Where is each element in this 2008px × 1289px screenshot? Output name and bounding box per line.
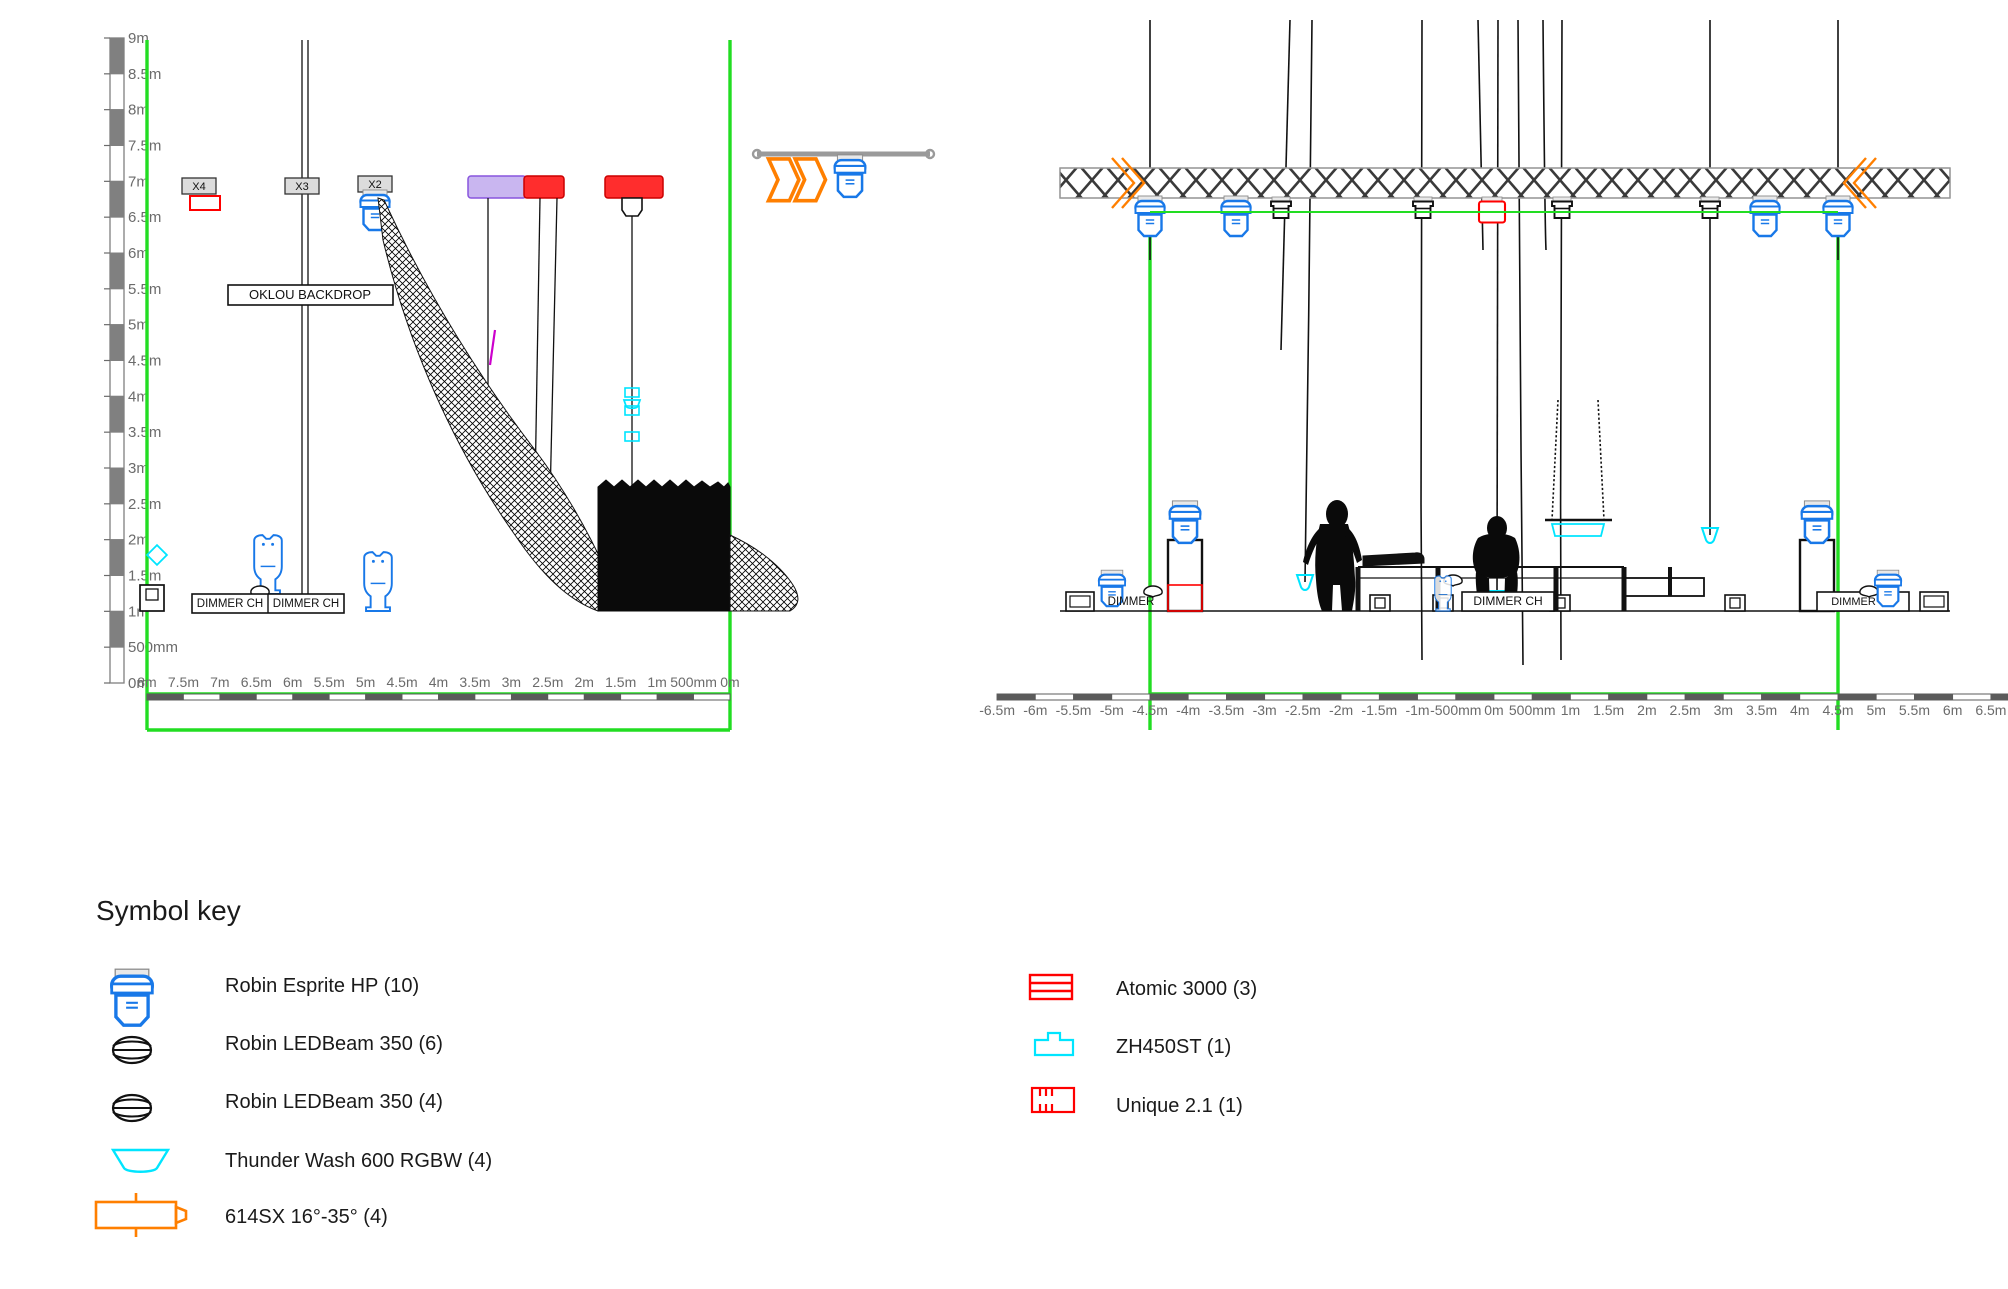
- svg-text:Robin LEDBeam 350 (4): Robin LEDBeam 350 (4): [225, 1091, 443, 1113]
- svg-text:6.5m: 6.5m: [128, 209, 161, 226]
- svg-text:500mm: 500mm: [128, 639, 178, 656]
- svg-text:OKLOU BACKDROP: OKLOU BACKDROP: [249, 287, 371, 302]
- svg-text:-2m: -2m: [1329, 702, 1353, 718]
- svg-text:500mm: 500mm: [1509, 702, 1556, 718]
- svg-text:7m: 7m: [210, 674, 229, 690]
- svg-text:Symbol key: Symbol key: [96, 895, 241, 926]
- svg-text:3.5m: 3.5m: [1746, 702, 1777, 718]
- svg-text:6m: 6m: [283, 674, 302, 690]
- svg-text:-1m: -1m: [1405, 702, 1429, 718]
- svg-text:7.5m: 7.5m: [128, 138, 161, 155]
- svg-text:Robin Esprite HP (10): Robin Esprite HP (10): [225, 975, 419, 997]
- svg-text:4.5m: 4.5m: [128, 353, 161, 370]
- svg-text:2.5m: 2.5m: [1670, 702, 1701, 718]
- svg-text:DIMMER CH: DIMMER CH: [197, 598, 263, 610]
- svg-text:7.5m: 7.5m: [168, 674, 199, 690]
- svg-text:ZH450ST (1): ZH450ST (1): [1116, 1036, 1231, 1058]
- svg-text:6m: 6m: [1943, 702, 1962, 718]
- svg-text:3m: 3m: [1714, 702, 1733, 718]
- svg-text:3.5m: 3.5m: [128, 424, 161, 441]
- svg-text:Robin LEDBeam 350 (6): Robin LEDBeam 350 (6): [225, 1033, 443, 1055]
- svg-text:X4: X4: [192, 181, 205, 193]
- svg-text:Atomic 3000 (3): Atomic 3000 (3): [1116, 978, 1257, 1000]
- svg-text:6.5m: 6.5m: [1975, 702, 2006, 718]
- svg-text:-5m: -5m: [1100, 702, 1124, 718]
- svg-text:2.5m: 2.5m: [532, 674, 563, 690]
- svg-text:614SX 16°-35° (4): 614SX 16°-35° (4): [225, 1206, 388, 1228]
- svg-text:1.5m: 1.5m: [605, 674, 636, 690]
- svg-text:Thunder Wash 600 RGBW (4): Thunder Wash 600 RGBW (4): [225, 1150, 492, 1172]
- svg-text:0m: 0m: [720, 674, 739, 690]
- svg-text:-3m: -3m: [1253, 702, 1277, 718]
- svg-text:-6m: -6m: [1023, 702, 1047, 718]
- svg-text:5m: 5m: [1866, 702, 1885, 718]
- svg-text:2m: 2m: [1637, 702, 1656, 718]
- svg-text:5m: 5m: [356, 674, 375, 690]
- svg-text:1.5m: 1.5m: [1593, 702, 1624, 718]
- svg-text:3.5m: 3.5m: [459, 674, 490, 690]
- svg-text:0m: 0m: [1484, 702, 1503, 718]
- svg-text:1.5m: 1.5m: [128, 568, 161, 585]
- svg-text:-500mm: -500mm: [1430, 702, 1481, 718]
- svg-text:DIMMER CH: DIMMER CH: [273, 598, 339, 610]
- svg-text:-3.5m: -3.5m: [1209, 702, 1245, 718]
- svg-text:Unique 2.1 (1): Unique 2.1 (1): [1116, 1095, 1243, 1117]
- svg-text:5.5m: 5.5m: [314, 674, 345, 690]
- svg-text:5.5m: 5.5m: [128, 281, 161, 298]
- svg-text:-2.5m: -2.5m: [1285, 702, 1321, 718]
- svg-text:-4.5m: -4.5m: [1132, 702, 1168, 718]
- svg-text:3m: 3m: [502, 674, 521, 690]
- svg-text:-6.5m: -6.5m: [979, 702, 1015, 718]
- svg-text:5.5m: 5.5m: [1899, 702, 1930, 718]
- svg-text:4.5m: 4.5m: [386, 674, 417, 690]
- svg-text:-4m: -4m: [1176, 702, 1200, 718]
- svg-text:X3: X3: [295, 181, 308, 193]
- svg-text:2.5m: 2.5m: [128, 496, 161, 513]
- svg-text:-5.5m: -5.5m: [1056, 702, 1092, 718]
- svg-text:4.5m: 4.5m: [1822, 702, 1853, 718]
- svg-text:1m: 1m: [647, 674, 666, 690]
- svg-text:-1.5m: -1.5m: [1361, 702, 1397, 718]
- svg-text:500mm: 500mm: [670, 674, 717, 690]
- svg-text:4m: 4m: [1790, 702, 1809, 718]
- svg-text:4m: 4m: [429, 674, 448, 690]
- svg-text:DIMMER: DIMMER: [1108, 596, 1155, 608]
- svg-text:DIMMER CH: DIMMER CH: [1473, 594, 1542, 608]
- svg-text:8m: 8m: [137, 674, 156, 690]
- svg-text:1m: 1m: [1561, 702, 1580, 718]
- svg-text:X2: X2: [368, 179, 381, 191]
- svg-text:8.5m: 8.5m: [128, 66, 161, 83]
- svg-text:6.5m: 6.5m: [241, 674, 272, 690]
- svg-text:2m: 2m: [575, 674, 594, 690]
